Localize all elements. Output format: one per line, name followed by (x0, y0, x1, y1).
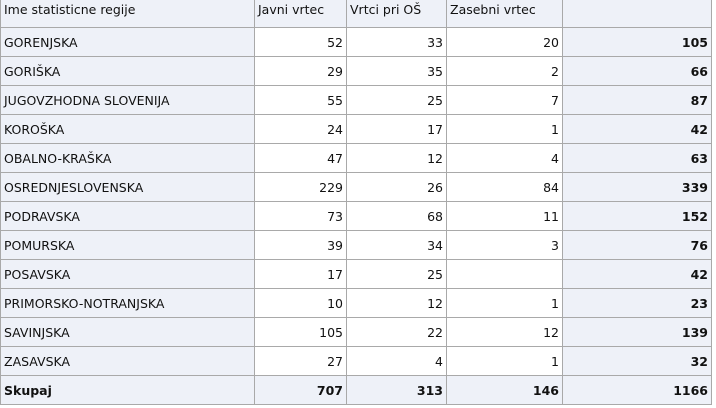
row-total-cell: 42 (562, 114, 712, 144)
region-name-cell: SAVINJSKA (0, 317, 255, 347)
row-total-cell: 105 (562, 27, 712, 57)
region-name-cell: PRIMORSKO-NOTRANJSKA (0, 288, 255, 318)
value-cell: 17 (254, 259, 347, 289)
row-total-cell: 339 (562, 172, 712, 202)
value-cell: 84 (446, 172, 563, 202)
value-cell: 52 (254, 27, 347, 57)
row-total-cell: 32 (562, 346, 712, 376)
value-cell: 25 (346, 259, 447, 289)
table-row: SAVINJSKA 105 22 12 139 (0, 317, 712, 347)
value-cell: 55 (254, 85, 347, 115)
row-total-cell: 23 (562, 288, 712, 318)
value-cell: 3 (446, 230, 563, 260)
region-name-cell: OBALNO-KRAŠKA (0, 143, 255, 173)
table-row: OBALNO-KRAŠKA 47 12 4 63 (0, 143, 712, 173)
table-row: KOROŠKA 24 17 1 42 (0, 114, 712, 144)
row-total-cell: 87 (562, 85, 712, 115)
value-cell: 12 (346, 288, 447, 318)
value-cell: 1 (446, 114, 563, 144)
value-cell: 34 (346, 230, 447, 260)
row-total-cell: 76 (562, 230, 712, 260)
column-header (562, 0, 712, 28)
value-cell: 47 (254, 143, 347, 173)
value-cell: 35 (346, 56, 447, 86)
value-cell: 24 (254, 114, 347, 144)
value-cell: 27 (254, 346, 347, 376)
value-cell: 25 (346, 85, 447, 115)
region-name-cell: POSAVSKA (0, 259, 255, 289)
value-cell: 11 (446, 201, 563, 231)
value-cell: 12 (346, 143, 447, 173)
row-total-cell: 42 (562, 259, 712, 289)
table-row: ZASAVSKA 27 4 1 32 (0, 346, 712, 376)
region-name-cell: GORIŠKA (0, 56, 255, 86)
column-header: Zasebni vrtec (446, 0, 563, 28)
value-cell: 22 (346, 317, 447, 347)
value-cell: 73 (254, 201, 347, 231)
total-row: Skupaj 707 313 146 1166 (0, 375, 712, 405)
value-cell: 4 (446, 143, 563, 173)
row-total-cell: 66 (562, 56, 712, 86)
value-cell: 4 (346, 346, 447, 376)
row-total-cell: 139 (562, 317, 712, 347)
value-cell: 20 (446, 27, 563, 57)
table-row: JUGOVZHODNA SLOVENIJA 55 25 7 87 (0, 85, 712, 115)
table-row: PODRAVSKA 73 68 11 152 (0, 201, 712, 231)
value-cell: 17 (346, 114, 447, 144)
value-cell: 1 (446, 288, 563, 318)
column-header: Javni vrtec (254, 0, 347, 28)
value-cell: 39 (254, 230, 347, 260)
value-cell: 68 (346, 201, 447, 231)
region-name-cell: OSREDNJESLOVENSKA (0, 172, 255, 202)
value-cell: 7 (446, 85, 563, 115)
value-cell: 105 (254, 317, 347, 347)
total-label: Skupaj (0, 375, 255, 405)
column-header: Vrtci pri OŠ (346, 0, 447, 28)
header-row: Ime statisticne regije Javni vrtec Vrtci p… (0, 0, 712, 28)
table-row: POMURSKA 39 34 3 76 (0, 230, 712, 260)
region-name-cell: JUGOVZHODNA SLOVENIJA (0, 85, 255, 115)
region-name-cell: PODRAVSKA (0, 201, 255, 231)
region-name-cell: POMURSKA (0, 230, 255, 260)
value-cell (446, 259, 563, 289)
total-value-cell: 313 (346, 375, 447, 405)
value-cell: 12 (446, 317, 563, 347)
value-cell: 229 (254, 172, 347, 202)
region-name-cell: GORENJSKA (0, 27, 255, 57)
total-value-cell: 1166 (562, 375, 712, 405)
region-name-cell: KOROŠKA (0, 114, 255, 144)
value-cell: 10 (254, 288, 347, 318)
table-row: POSAVSKA 17 25 42 (0, 259, 712, 289)
value-cell: 33 (346, 27, 447, 57)
value-cell: 29 (254, 56, 347, 86)
total-value-cell: 146 (446, 375, 563, 405)
region-name-cell: ZASAVSKA (0, 346, 255, 376)
table-row: GORIŠKA 29 35 2 66 (0, 56, 712, 86)
row-total-cell: 63 (562, 143, 712, 173)
table-row: PRIMORSKO-NOTRANJSKA 10 12 1 23 (0, 288, 712, 318)
value-cell: 26 (346, 172, 447, 202)
total-value-cell: 707 (254, 375, 347, 405)
table-row: GORENJSKA 52 33 20 105 (0, 27, 712, 57)
row-total-cell: 152 (562, 201, 712, 231)
value-cell: 1 (446, 346, 563, 376)
value-cell: 2 (446, 56, 563, 86)
table-row: OSREDNJESLOVENSKA 229 26 84 339 (0, 172, 712, 202)
column-header: Ime statisticne regije (0, 0, 255, 28)
